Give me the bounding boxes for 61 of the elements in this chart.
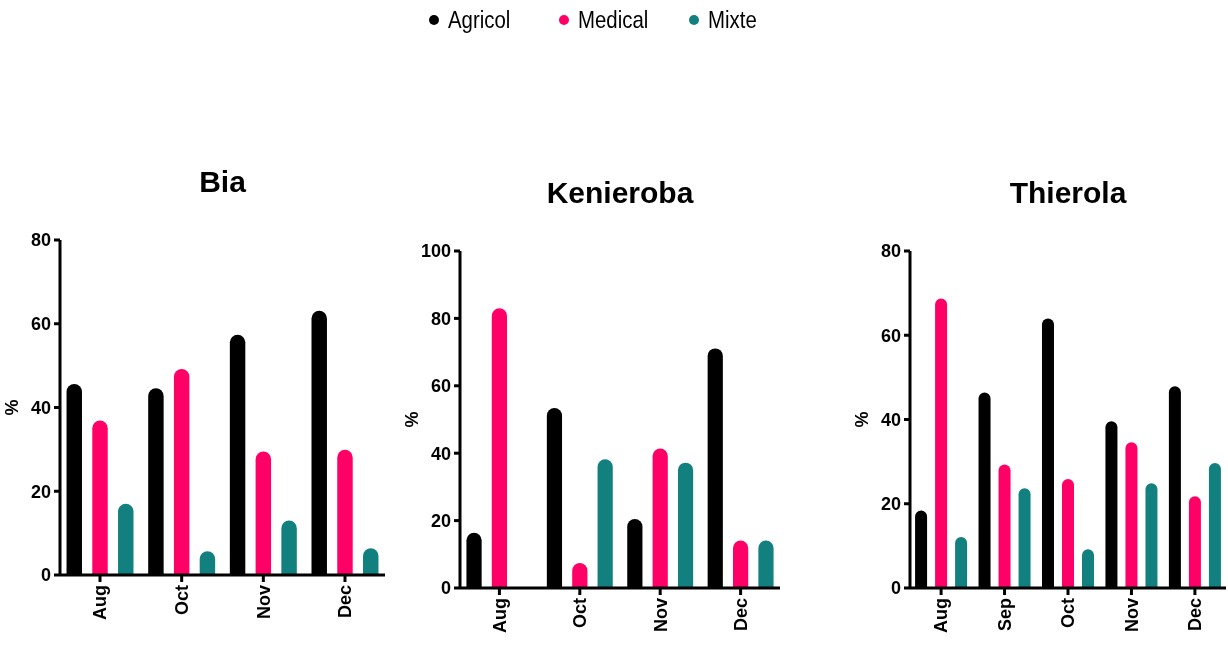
bar xyxy=(92,420,108,575)
chart-title: Kenieroba xyxy=(546,176,694,209)
y-axis-title: % xyxy=(2,399,22,416)
y-tick-label: 60 xyxy=(430,376,451,397)
bar xyxy=(652,448,668,588)
legend-label: Agricol xyxy=(448,6,511,34)
y-tick-label: 40 xyxy=(30,397,51,418)
y-tick-label: 20 xyxy=(430,510,451,531)
bar xyxy=(597,459,613,588)
x-tick-label: Oct xyxy=(171,585,192,616)
x-tick-label: Dec xyxy=(1185,598,1206,632)
bar xyxy=(1188,496,1201,588)
bar xyxy=(1062,478,1074,588)
bar xyxy=(491,308,507,588)
y-tick-label: 80 xyxy=(430,308,451,329)
y-tick-label: 60 xyxy=(30,314,51,335)
bar xyxy=(998,464,1011,588)
legend-label: Medical xyxy=(578,6,649,34)
bar xyxy=(733,540,749,588)
y-tick-label: 0 xyxy=(40,565,51,586)
x-tick-label: Sep xyxy=(994,598,1015,632)
bar xyxy=(173,368,190,575)
bar xyxy=(1208,462,1221,588)
x-tick-label: Oct xyxy=(1058,598,1079,629)
legend-label: Mixte xyxy=(708,6,757,34)
bar xyxy=(281,520,297,575)
y-tick-label: 40 xyxy=(430,443,451,464)
x-tick-label: Nov xyxy=(253,585,274,620)
x-tick-label: Dec xyxy=(730,598,751,632)
bar xyxy=(363,548,379,575)
chart-title: Thierola xyxy=(1009,176,1127,209)
y-tick-label: 40 xyxy=(880,409,901,430)
bar xyxy=(1082,549,1095,588)
x-tick-label: Aug xyxy=(931,598,952,633)
y-tick-label: 80 xyxy=(30,230,51,251)
y-tick-label: 100 xyxy=(420,241,451,262)
y-tick-label: 60 xyxy=(880,325,901,346)
y-tick-label: 20 xyxy=(880,494,901,515)
x-tick-label: Nov xyxy=(1121,598,1142,633)
chart-title: Bia xyxy=(199,165,247,198)
y-tick-label: 0 xyxy=(440,578,451,599)
bar xyxy=(1145,483,1158,588)
y-tick-label: 20 xyxy=(30,481,51,502)
y-axis-title: % xyxy=(402,411,422,428)
bar xyxy=(337,449,353,575)
y-tick-label: 80 xyxy=(880,241,901,262)
bar xyxy=(935,298,948,588)
x-tick-label: Oct xyxy=(570,598,591,629)
bar xyxy=(955,537,968,588)
y-tick-label: 0 xyxy=(890,578,901,599)
y-axis-title: % xyxy=(852,411,872,428)
bar xyxy=(255,451,272,575)
bar xyxy=(118,503,134,575)
x-tick-label: Dec xyxy=(335,585,356,619)
x-tick-label: Aug xyxy=(90,585,111,620)
bar xyxy=(1125,442,1138,588)
x-tick-label: Aug xyxy=(489,598,510,633)
bar xyxy=(1018,488,1031,588)
bar xyxy=(677,462,694,588)
x-tick-label: Nov xyxy=(650,598,671,633)
bar xyxy=(758,540,774,588)
